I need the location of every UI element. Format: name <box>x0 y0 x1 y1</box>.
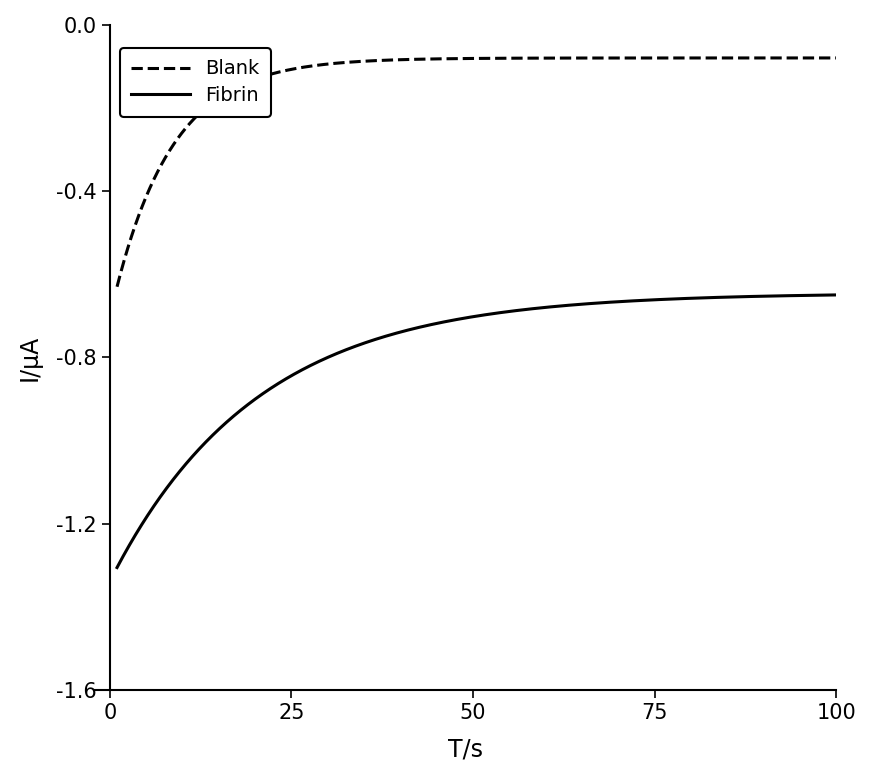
Blank <box>810 53 821 62</box>
Y-axis label: I/μA: I/μA <box>18 335 42 380</box>
Blank <box>443 54 453 63</box>
Fibrin <box>112 562 122 572</box>
Line: Fibrin: Fibrin <box>117 295 836 567</box>
Blank <box>112 282 122 292</box>
Fibrin <box>443 317 453 326</box>
Blank <box>831 53 842 62</box>
Fibrin <box>148 502 159 511</box>
Fibrin <box>831 290 842 300</box>
Fibrin <box>810 290 821 300</box>
Blank <box>462 54 472 63</box>
Fibrin <box>810 290 821 300</box>
Blank <box>148 175 159 184</box>
Legend: Blank, Fibrin: Blank, Fibrin <box>120 47 272 117</box>
Blank <box>810 53 821 62</box>
Line: Blank: Blank <box>117 58 836 287</box>
Fibrin <box>462 313 472 322</box>
Fibrin <box>678 294 689 303</box>
X-axis label: T/s: T/s <box>449 738 484 762</box>
Blank <box>678 53 689 62</box>
